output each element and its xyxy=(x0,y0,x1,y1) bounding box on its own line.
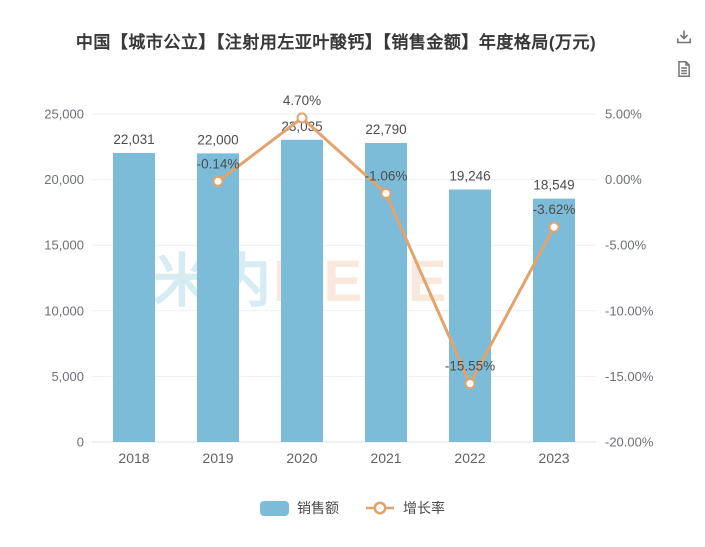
y-axis-right-tick-label: -15.00% xyxy=(605,369,654,384)
bar-value-label-2019: 22,000 xyxy=(197,132,238,147)
legend-label-growth: 增长率 xyxy=(403,500,445,516)
legend-label-sales: 销售额 xyxy=(297,500,339,516)
bar-value-label-2018: 22,031 xyxy=(113,132,154,147)
x-axis-label-2023: 2023 xyxy=(538,450,569,466)
growth-point-2019[interactable] xyxy=(212,175,224,187)
save-image-button[interactable] xyxy=(675,28,693,46)
y-axis-right-tick-label: -20.00% xyxy=(605,435,654,450)
bar-value-label-2023: 18,549 xyxy=(533,178,574,193)
growth-point-2023[interactable] xyxy=(548,221,560,233)
line-marker-icon xyxy=(366,501,394,515)
growth-value-label-2020: 4.70% xyxy=(283,93,321,108)
bar-2019[interactable] xyxy=(197,153,239,443)
chart-title: 中国【城市公立】【注射用左亚叶酸钙】【销售金额】年度格局(万元) xyxy=(75,33,597,52)
legend-item-sales[interactable]: 销售额 xyxy=(260,498,339,518)
legend-item-growth[interactable]: 增长率 xyxy=(365,498,445,518)
y-axis-right-tick-label: 5.00% xyxy=(605,107,642,122)
bar-swatch-icon xyxy=(260,500,289,516)
bar-value-label-2022: 19,246 xyxy=(449,168,490,183)
y-axis-left-tick-label: 15,000 xyxy=(44,238,84,253)
x-axis-label-2020: 2020 xyxy=(286,450,317,466)
growth-point-2020[interactable] xyxy=(296,112,308,124)
y-axis-left-tick-label: 25,000 xyxy=(44,107,84,122)
y-axis-right-tick-label: -10.00% xyxy=(605,303,654,318)
y-axis-left-tick-label: 5,000 xyxy=(51,369,84,384)
bar-2021[interactable] xyxy=(365,142,407,443)
download-icon xyxy=(677,30,691,44)
y-axis-left-tick-label: 20,000 xyxy=(44,172,84,187)
y-axis-right-tick-label: 0.00% xyxy=(605,172,642,187)
bar-2020[interactable] xyxy=(281,139,323,442)
x-axis-label-2019: 2019 xyxy=(202,450,233,466)
data-view-button[interactable] xyxy=(675,60,693,78)
growth-value-label-2022: -15.55% xyxy=(445,359,495,374)
x-axis-label-2018: 2018 xyxy=(118,450,149,466)
x-axis-label-2021: 2021 xyxy=(370,450,401,466)
bar-2023[interactable] xyxy=(533,198,575,442)
bar-value-label-2020: 23,035 xyxy=(281,119,322,134)
y-axis-left-tick-label: 10,000 xyxy=(44,303,84,318)
growth-value-label-2023: -3.62% xyxy=(533,202,576,217)
growth-value-label-2019: -0.14% xyxy=(197,156,240,171)
legend: 销售额 增长率 xyxy=(0,498,705,518)
bar-2022[interactable] xyxy=(449,189,491,442)
growth-point-2022[interactable] xyxy=(464,378,476,390)
document-icon xyxy=(678,61,690,77)
y-axis-right-tick-label: -5.00% xyxy=(605,238,647,253)
growth-value-label-2021: -1.06% xyxy=(365,169,408,184)
bar-2018[interactable] xyxy=(113,152,155,442)
growth-point-2021[interactable] xyxy=(380,188,392,200)
x-axis-label-2022: 2022 xyxy=(454,450,485,466)
toolbox xyxy=(675,28,693,78)
bar-value-label-2021: 22,790 xyxy=(365,122,406,137)
y-axis-left-tick-label: 0 xyxy=(77,435,84,450)
